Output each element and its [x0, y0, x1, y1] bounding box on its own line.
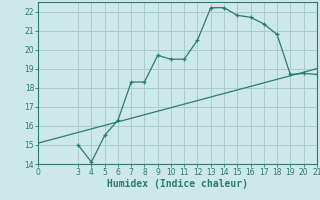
- X-axis label: Humidex (Indice chaleur): Humidex (Indice chaleur): [107, 179, 248, 189]
